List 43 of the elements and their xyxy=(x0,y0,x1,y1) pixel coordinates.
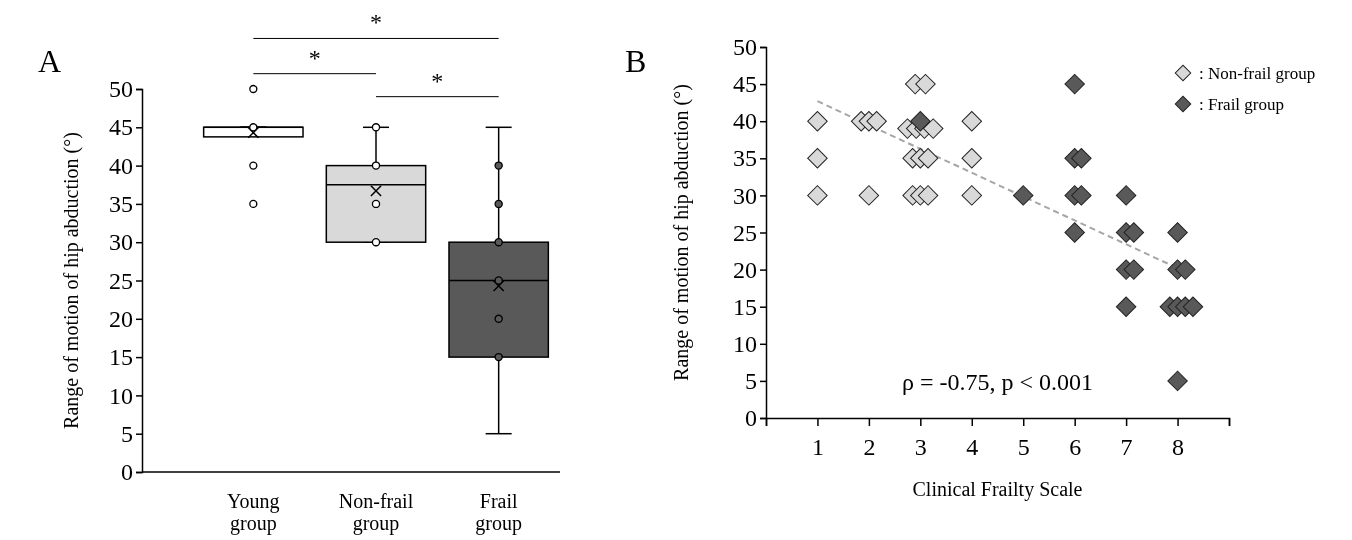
y-tick-label: 35 xyxy=(109,191,133,218)
y-tick-label: 0 xyxy=(745,405,757,432)
x-tick-label: Non-frail group xyxy=(338,490,414,535)
x-tick-label: 8 xyxy=(1172,434,1185,461)
y-tick-label: 25 xyxy=(109,267,133,294)
y-tick-label: 10 xyxy=(109,382,133,409)
x-tick-label: 7 xyxy=(1120,434,1133,461)
y-tick-label: 25 xyxy=(733,219,757,246)
x-tick-label: 2 xyxy=(863,434,876,461)
x-tick-label: 3 xyxy=(914,434,927,461)
annotation: ρ = -0.75, p < 0.001 xyxy=(901,368,1094,395)
chart-title: B xyxy=(625,43,647,79)
x-tick-label: 6 xyxy=(1069,434,1082,461)
x-axis-title: Clinical Frailty Scale xyxy=(912,478,1083,501)
y-tick-label: 20 xyxy=(733,256,757,283)
y-tick-label: 15 xyxy=(733,293,757,320)
y-tick-label: 45 xyxy=(733,71,757,98)
y-tick-label: 30 xyxy=(109,229,133,256)
y-tick-label: 40 xyxy=(733,108,757,135)
chart-title: A xyxy=(38,43,62,79)
y-axis-title: Range of motion of hip abduction (°) xyxy=(60,132,83,429)
y-axis-title: Range of motion of hip abduction (°) xyxy=(670,84,693,381)
y-tick-label: 50 xyxy=(733,34,757,61)
x-tick-label: Young group xyxy=(227,490,280,535)
x-tick-label: Frail group xyxy=(475,490,522,535)
y-tick-label: 30 xyxy=(733,182,757,209)
y-tick-label: 20 xyxy=(109,305,133,332)
legend-label: : Frail group xyxy=(1199,95,1284,114)
text: * xyxy=(308,44,321,71)
x-tick-label: 1 xyxy=(811,434,824,461)
y-tick-label: 35 xyxy=(733,145,757,172)
x-tick-label: 4 xyxy=(966,434,979,461)
y-tick-label: 40 xyxy=(109,152,133,179)
y-tick-label: 50 xyxy=(109,76,133,103)
annotation: * xyxy=(431,67,444,94)
y-tick-label: 45 xyxy=(109,114,133,141)
text: * xyxy=(370,9,382,36)
legend-label: : Non-frail group xyxy=(1199,64,1316,83)
y-tick-label: 15 xyxy=(109,344,133,371)
y-tick-label: 5 xyxy=(745,368,757,395)
y-tick-label: 10 xyxy=(733,330,757,357)
x-tick-label: 5 xyxy=(1017,434,1030,461)
y-tick-label: 0 xyxy=(121,459,133,486)
